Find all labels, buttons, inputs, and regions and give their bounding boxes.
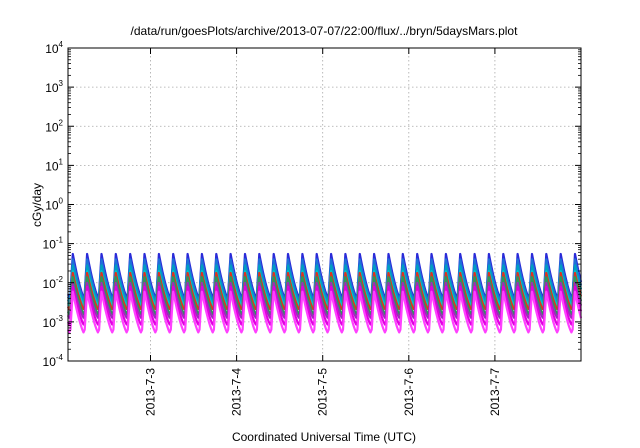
y-axis-label: cGy/day [30,183,44,227]
x-axis-label: Coordinated Universal Time (UTC) [232,430,416,444]
series-lines [66,252,583,334]
y-tick-label: 100 [45,197,63,213]
plot-frame [67,47,582,362]
y-tick-label: 104 [45,40,63,56]
x-tick-label: 2013-7-7 [488,368,502,416]
x-tick-label: 2013-7-3 [144,368,158,416]
x-tick-label: 2013-7-6 [402,368,416,416]
series-line [67,276,583,315]
series-line [67,281,583,319]
y-tick-label: 102 [45,118,63,134]
y-tick-label: 10-2 [43,275,64,291]
y-tick-label: 101 [45,157,63,173]
y-tick-label: 103 [45,79,63,95]
series-line [67,285,583,326]
y-tick-label: 10-3 [43,314,64,330]
x-tick-label: 2013-7-5 [316,368,330,416]
ticks: 10-4 10-3 10-2 10-1 100 101 102 103 104 2013-7-3 2… [43,40,581,416]
y-tick-label: 10-4 [43,353,64,369]
x-tick-label: 2013-7-4 [230,368,244,416]
series-line [67,264,583,304]
series-line [66,290,583,334]
series-line [67,271,583,311]
y-tick-label: 10-1 [43,236,64,252]
chart-title: /data/run/goesPlots/archive/2013-07-07/2… [131,24,519,38]
